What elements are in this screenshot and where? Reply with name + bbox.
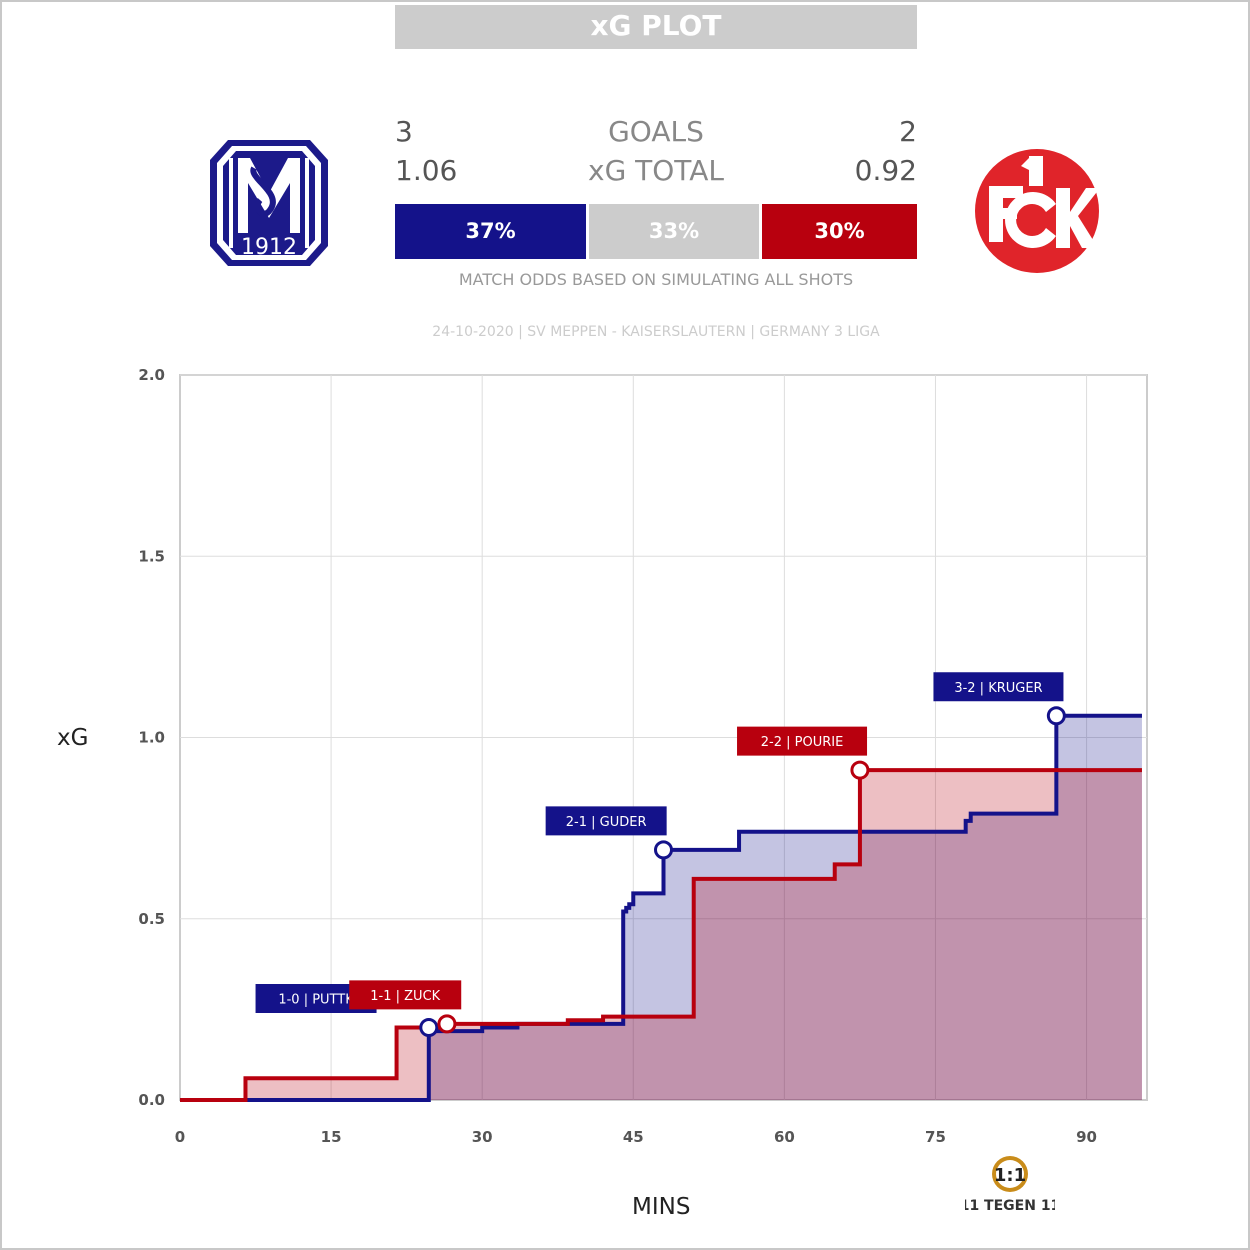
- match-info: 24-10-2020 | SV MEPPEN - KAISERSLAUTERN …: [432, 324, 880, 340]
- home-goals: 3: [395, 115, 413, 148]
- home-team-logo: 1912: [210, 140, 328, 266]
- goal-label: 2-1 | GUDER: [566, 815, 647, 830]
- y-tick-label: 2.0: [138, 366, 165, 384]
- away-xg-total: 0.92: [854, 154, 917, 187]
- y-axis-title: xG: [57, 725, 89, 751]
- svg-text:1:1: 1:1: [994, 1165, 1026, 1186]
- home-xg-area: [180, 715, 1142, 1100]
- x-tick-label: 60: [774, 1128, 795, 1146]
- goal-label: 1-0 | PUTTK: [278, 993, 354, 1008]
- away-team-logo: 1 FCK: [975, 149, 1100, 273]
- x-tick-label: 75: [925, 1128, 946, 1146]
- goal-marker: [654, 840, 673, 860]
- goal-marker: [419, 1018, 439, 1037]
- home-xg-line: [180, 713, 1142, 1102]
- goal-marker: [1046, 706, 1066, 726]
- away-win-odds: 30%: [762, 204, 917, 259]
- away-xg-area: [180, 770, 1142, 1100]
- home-xg-total: 1.06: [395, 154, 458, 187]
- brand-text: 11 TEGEN 11: [965, 1198, 1055, 1214]
- goal-label-box: [737, 726, 868, 756]
- away-logo-text: 1 FCK: [1036, 267, 1039, 269]
- away-goals: 2: [899, 115, 917, 148]
- goal-marker: [437, 1014, 457, 1034]
- y-tick-label: 1.5: [138, 547, 165, 565]
- home-win-odds: 37%: [395, 204, 586, 259]
- y-tick-label: 0.0: [138, 1091, 165, 1109]
- x-tick-label: 15: [321, 1128, 342, 1146]
- page-title: xG PLOT: [395, 5, 917, 49]
- goal-label-box: [933, 672, 1064, 702]
- goals-label: GOALS: [608, 115, 704, 148]
- y-tick-label: 0.5: [138, 910, 165, 928]
- brand-logo: 1:1 11 TEGEN 11: [965, 1156, 1055, 1214]
- goal-label-box: [349, 980, 462, 1010]
- x-tick-label: 0: [175, 1128, 185, 1146]
- draw-odds: 33%: [589, 204, 759, 259]
- xg-total-label: xG TOTAL: [588, 154, 724, 187]
- goal-label: 1-1 | ZUCK: [370, 989, 440, 1004]
- goal-label: 3-2 | KRUGER: [954, 681, 1042, 696]
- x-tick-label: 30: [472, 1128, 493, 1146]
- goal-label-box: [545, 806, 667, 836]
- x-tick-label: 45: [623, 1128, 644, 1146]
- odds-caption: MATCH ODDS BASED ON SIMULATING ALL SHOTS: [458, 270, 854, 289]
- x-axis-title: MINS: [632, 1194, 691, 1220]
- y-tick-label: 1.0: [138, 729, 165, 747]
- goal-marker: [850, 760, 870, 780]
- goal-label: 2-2 | POURIE: [761, 735, 844, 750]
- x-tick-label: 90: [1076, 1128, 1097, 1146]
- away-xg-line: [180, 768, 1142, 1102]
- home-logo-year: 1912: [241, 235, 297, 260]
